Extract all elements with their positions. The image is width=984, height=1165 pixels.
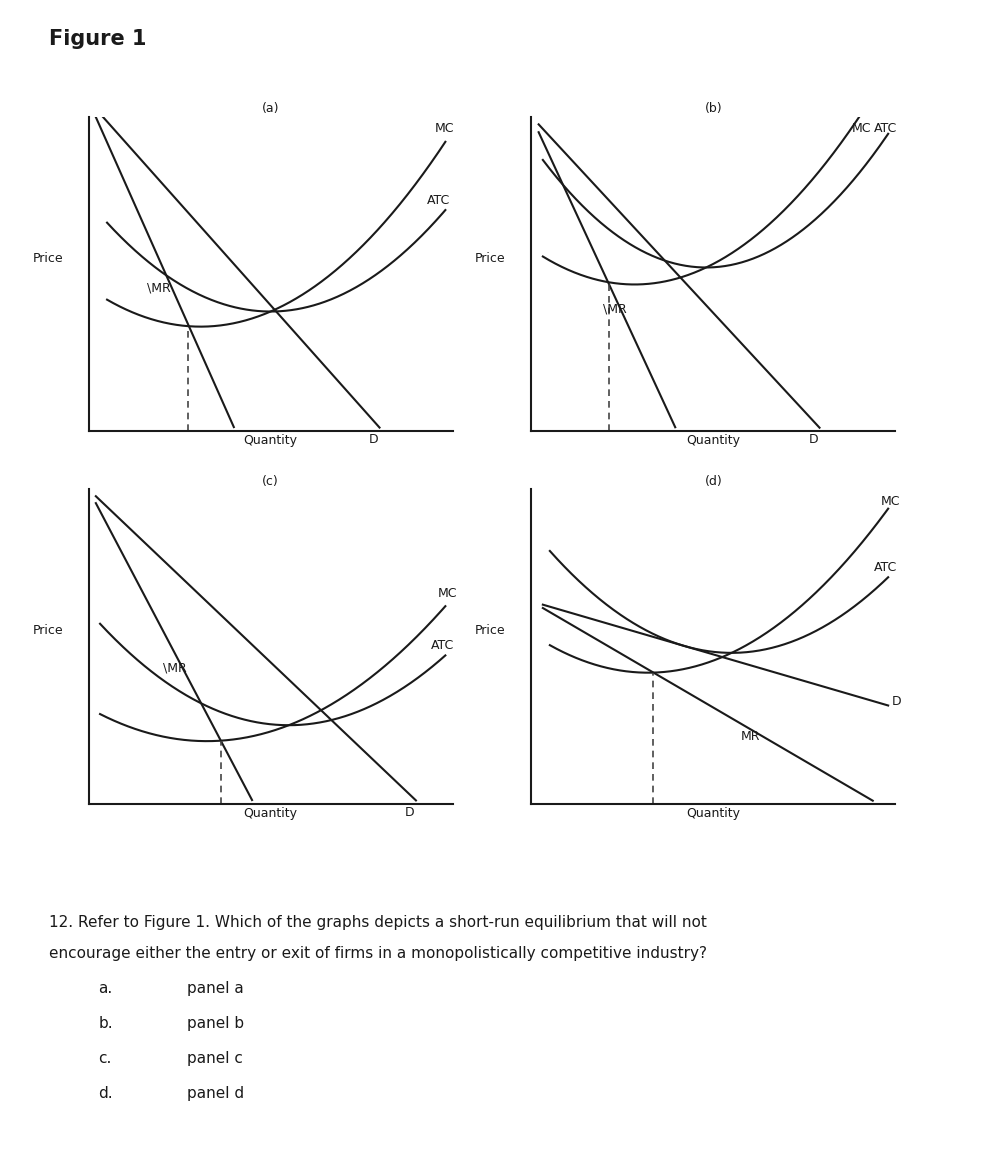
- Text: ATC: ATC: [427, 193, 451, 206]
- Text: Price: Price: [32, 252, 63, 264]
- X-axis label: Quantity: Quantity: [244, 806, 297, 820]
- Text: Price: Price: [475, 624, 506, 637]
- Text: D: D: [809, 433, 819, 446]
- Text: MC: MC: [852, 122, 872, 135]
- Text: MC: MC: [438, 587, 458, 600]
- Text: panel c: panel c: [187, 1051, 243, 1066]
- Title: (a): (a): [262, 103, 279, 115]
- Text: ATC: ATC: [431, 640, 454, 652]
- Text: c.: c.: [98, 1051, 112, 1066]
- Text: encourage either the entry or exit of firms in a monopolistically competitive in: encourage either the entry or exit of fi…: [49, 946, 707, 961]
- Text: MC: MC: [881, 495, 900, 508]
- Title: (b): (b): [705, 103, 722, 115]
- Title: (d): (d): [705, 475, 722, 488]
- Text: Price: Price: [32, 624, 63, 637]
- Text: a.: a.: [98, 981, 112, 996]
- X-axis label: Quantity: Quantity: [687, 806, 740, 820]
- Text: MC: MC: [435, 122, 454, 135]
- X-axis label: Quantity: Quantity: [244, 433, 297, 447]
- Text: panel a: panel a: [187, 981, 244, 996]
- Text: 12. Refer to Figure 1. Which of the graphs depicts a short-run equilibrium that : 12. Refer to Figure 1. Which of the grap…: [49, 915, 707, 930]
- Text: ATC: ATC: [874, 562, 896, 574]
- Text: Price: Price: [475, 252, 506, 264]
- Text: panel b: panel b: [187, 1016, 244, 1031]
- Text: ATC: ATC: [874, 122, 896, 135]
- Text: D: D: [405, 806, 414, 819]
- Text: \MR: \MR: [602, 303, 627, 316]
- Text: D: D: [369, 433, 378, 446]
- Text: b.: b.: [98, 1016, 113, 1031]
- Text: MR: MR: [741, 729, 761, 742]
- Text: \MR: \MR: [147, 282, 171, 295]
- X-axis label: Quantity: Quantity: [687, 433, 740, 447]
- Text: \MR: \MR: [163, 661, 187, 675]
- Text: d.: d.: [98, 1086, 113, 1101]
- Text: panel d: panel d: [187, 1086, 244, 1101]
- Title: (c): (c): [262, 475, 279, 488]
- Text: D: D: [892, 696, 901, 708]
- Text: Figure 1: Figure 1: [49, 29, 147, 49]
